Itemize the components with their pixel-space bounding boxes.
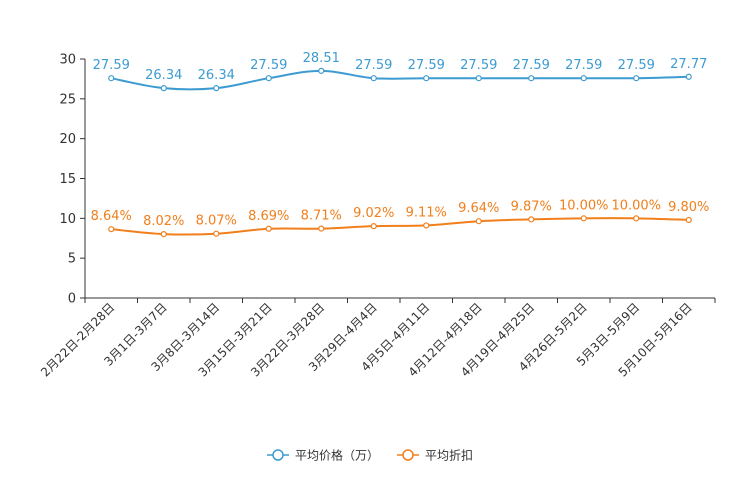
- y-tick-label: 20: [59, 132, 76, 147]
- data-point[interactable]: [160, 85, 167, 92]
- data-point[interactable]: [370, 223, 377, 230]
- data-point[interactable]: [475, 75, 482, 82]
- y-tick-label: 15: [59, 172, 76, 187]
- data-label: 27.59: [565, 58, 602, 73]
- data-point[interactable]: [633, 75, 640, 82]
- data-label: 10.00%: [559, 198, 609, 213]
- data-point[interactable]: [160, 231, 167, 238]
- data-label: 27.59: [250, 58, 287, 73]
- series-line: [111, 69, 689, 91]
- data-point[interactable]: [265, 225, 272, 232]
- data-point[interactable]: [580, 75, 587, 82]
- data-point[interactable]: [213, 230, 220, 237]
- data-label: 27.59: [460, 58, 497, 73]
- data-point[interactable]: [633, 215, 640, 222]
- series-line: [111, 217, 689, 236]
- data-point[interactable]: [318, 225, 325, 232]
- data-point[interactable]: [108, 226, 115, 233]
- y-tick-label: 5: [68, 252, 76, 267]
- data-point[interactable]: [213, 85, 220, 92]
- data-label: 26.34: [198, 68, 235, 83]
- data-point[interactable]: [423, 75, 430, 82]
- data-label: 27.77: [670, 57, 707, 72]
- legend-marker-icon: [272, 449, 284, 461]
- data-label: 8.07%: [196, 214, 237, 229]
- data-label: 27.59: [408, 58, 445, 73]
- data-point[interactable]: [528, 216, 535, 223]
- data-label: 9.11%: [406, 205, 447, 220]
- data-label: 28.51: [303, 51, 340, 66]
- data-label: 8.71%: [301, 209, 342, 224]
- data-label: 27.59: [93, 58, 130, 73]
- y-tick-label: 30: [59, 53, 76, 68]
- data-point[interactable]: [423, 222, 430, 229]
- data-label: 8.69%: [248, 209, 289, 224]
- data-label: 9.64%: [458, 201, 499, 216]
- data-label: 9.87%: [511, 199, 552, 214]
- data-point[interactable]: [685, 73, 692, 80]
- data-point[interactable]: [475, 218, 482, 225]
- legend[interactable]: 平均价格（万） 平均折扣: [267, 448, 473, 463]
- data-point[interactable]: [318, 67, 325, 74]
- data-label: 26.34: [145, 68, 182, 83]
- data-point[interactable]: [580, 215, 587, 222]
- x-tick-label: 2月22日-2月28日: [38, 300, 117, 379]
- data-label: 8.02%: [143, 214, 184, 229]
- data-point[interactable]: [685, 216, 692, 224]
- series-2: 8.64% 8.02% 8.07% 8.69% 8.71% 9.02% 9.11% 9.64%…: [91, 198, 709, 238]
- y-tick-label: 25: [59, 92, 76, 107]
- legend-marker-icon: [402, 449, 414, 461]
- data-label: 8.64%: [91, 209, 132, 224]
- legend-label: 平均价格（万）: [295, 448, 379, 463]
- data-label: 9.80%: [668, 200, 709, 215]
- data-label: 27.59: [618, 58, 655, 73]
- legend-label: 平均折扣: [425, 448, 473, 463]
- data-point[interactable]: [528, 75, 535, 82]
- data-point[interactable]: [370, 75, 377, 82]
- y-tick-label: 10: [59, 212, 76, 227]
- data-label: 27.59: [355, 58, 392, 73]
- data-label: 9.02%: [353, 206, 394, 221]
- data-label: 10.00%: [611, 198, 661, 213]
- series-layer: 27.59 26.34 26.34 27.59 28.51 27.59 27.59 27.59…: [91, 51, 709, 238]
- data-label: 27.59: [513, 58, 550, 73]
- data-point[interactable]: [108, 75, 115, 82]
- y-tick-label: 0: [68, 292, 76, 307]
- data-point[interactable]: [265, 75, 272, 82]
- legend-item-1[interactable]: 平均价格（万）: [267, 448, 379, 463]
- series-1: 27.59 26.34 26.34 27.59 28.51 27.59 27.59 27.59…: [93, 51, 707, 92]
- legend-item-2[interactable]: 平均折扣: [397, 448, 473, 463]
